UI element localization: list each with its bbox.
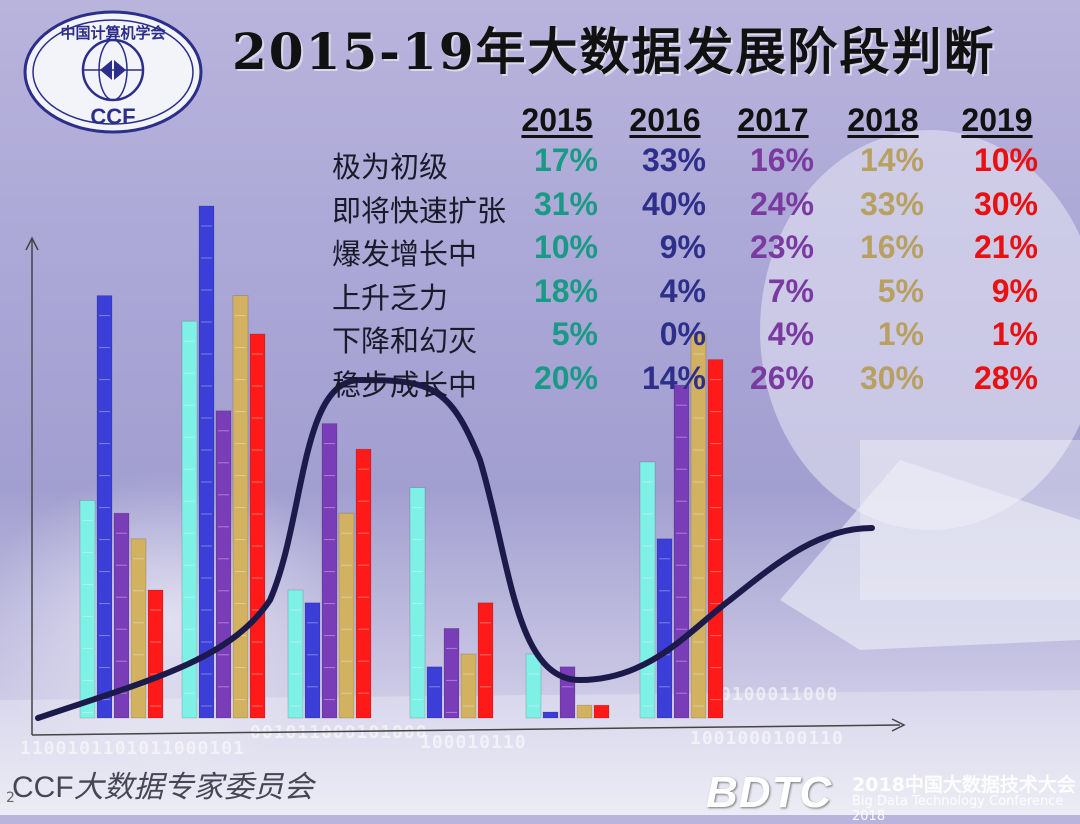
page-title: 2015-19年大数据发展阶段判断 [232, 22, 996, 81]
table-cell-2016: 33% [641, 142, 706, 178]
bar-2016-group-4 [426, 666, 443, 719]
footer-org-name: 大数据专家委员会 [73, 770, 314, 805]
table-cell-2015: 5% [551, 316, 598, 352]
table-cell-2019: 1% [991, 316, 1038, 352]
table-cell-2019: 9% [991, 272, 1038, 309]
table-cell-2019: 30% [973, 185, 1038, 222]
table-cell-2016: 0% [659, 316, 706, 352]
conference-name-en: Big Data Technology Conference 2018 [852, 794, 1064, 824]
table-cell-2018: 16% [859, 229, 924, 265]
footer-ccf: CCF [12, 771, 74, 804]
table-cell-2015: 20% [533, 359, 598, 396]
bar-2018-group-1 [130, 538, 147, 719]
bar-2015-group-2 [181, 320, 198, 719]
row-label: 极为初级 [332, 150, 449, 184]
column-header-2015: 2015 [521, 102, 593, 138]
bar-2018-group-5 [576, 704, 593, 719]
logo-text-top: 中国计算机学会 [60, 24, 165, 42]
bar-2015-group-1 [79, 499, 96, 719]
bar-2018-group-3 [338, 512, 355, 719]
table-cell-2017: 23% [749, 229, 814, 265]
table-cell-2016: 9% [659, 229, 706, 265]
bar-2016-group-1 [96, 295, 113, 719]
row-label: 爆发增长中 [332, 237, 478, 271]
row-label: 稳步成长中 [332, 367, 478, 402]
table-cell-2017: 16% [749, 142, 814, 178]
table-cell-2018: 33% [859, 185, 924, 222]
column-header-2016: 2016 [629, 102, 701, 138]
table-cell-2019: 28% [973, 359, 1038, 396]
bar-2017-group-1 [113, 512, 130, 719]
bar-2019-group-6 [707, 359, 724, 719]
bar-2016-group-2 [198, 205, 215, 719]
table-cell-2018: 30% [859, 359, 924, 396]
table-cell-2019: 21% [973, 229, 1038, 265]
table-cell-2018: 1% [877, 316, 924, 352]
table-cell-2017: 24% [749, 185, 814, 222]
bar-2017-group-4 [443, 628, 460, 719]
bar-2019-group-2 [249, 333, 266, 719]
conference-name-cn: 2018中国大数据技术大会 [852, 774, 1076, 796]
table-cell-2015: 17% [533, 142, 598, 178]
row-label: 即将快速扩张 [332, 193, 507, 228]
table-cell-2015: 31% [533, 185, 598, 222]
bar-2016-group-6 [656, 538, 673, 719]
column-header-2019: 2019 [961, 102, 1033, 138]
x-axis-arrow [891, 718, 906, 732]
bar-2017-group-6 [673, 384, 690, 719]
table-cell-2017: 7% [767, 272, 814, 309]
bar-2018-group-4 [460, 653, 477, 719]
table-cell-2017: 4% [767, 316, 814, 352]
bar-2017-group-2 [215, 410, 232, 719]
row-label: 下降和幻灭 [332, 324, 478, 358]
chart-axes [25, 236, 906, 736]
footer-org: CCF大数据专家委员会 [12, 762, 314, 806]
bar-2016-group-3 [304, 602, 321, 719]
x-axis [31, 724, 901, 736]
table-cell-2015: 18% [533, 272, 598, 309]
table-cell-2019: 10% [973, 142, 1038, 178]
bar-2015-group-6 [639, 461, 656, 719]
bar-2018-group-2 [232, 295, 249, 719]
bar-2015-group-3 [287, 589, 304, 719]
bdtc-logo: BDTC [706, 768, 833, 817]
logo-text-bottom: CCF [90, 104, 135, 129]
table-cell-2018: 5% [877, 272, 924, 309]
ccf-logo: 中国计算机学会 CCF [23, 10, 203, 134]
bar-2019-group-1 [147, 589, 164, 719]
bar-2015-group-4 [409, 487, 426, 719]
hype-cycle-curve [35, 376, 875, 721]
bar-2019-group-4 [477, 602, 494, 719]
bar-2017-group-3 [321, 423, 338, 719]
hype-curve [35, 376, 875, 721]
row-label: 上升乏力 [332, 280, 449, 315]
table-cell-2016: 4% [659, 272, 706, 309]
column-header-2018: 2018 [847, 102, 919, 138]
page-number: 2 [6, 790, 15, 806]
table-cell-2017: 26% [749, 359, 814, 396]
table-cell-2018: 14% [859, 142, 924, 178]
table-cell-2016: 14% [641, 359, 706, 396]
column-header-2017: 2017 [737, 102, 809, 138]
bar-2015-group-5 [525, 653, 542, 719]
table-cell-2015: 10% [533, 229, 598, 265]
table-cell-2016: 40% [641, 185, 706, 222]
bar-2016-group-5 [542, 711, 559, 719]
bar-2019-group-3 [355, 448, 372, 719]
y-axis-arrow [25, 236, 39, 251]
bar-2019-group-5 [593, 704, 610, 719]
